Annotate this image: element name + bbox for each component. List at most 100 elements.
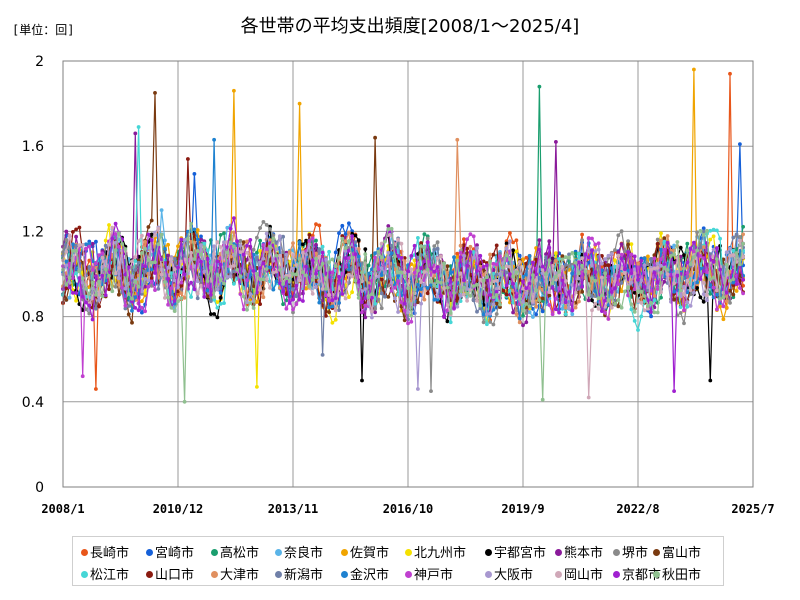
- data-point: [468, 250, 473, 254]
- data-point: [445, 264, 450, 269]
- data-point: [517, 296, 522, 301]
- data-point: [488, 259, 492, 264]
- data-point: [416, 300, 420, 305]
- data-point: [143, 277, 148, 281]
- data-point: [241, 252, 246, 257]
- data-point: [593, 301, 598, 306]
- data-point: [563, 262, 568, 267]
- data-point: [136, 239, 141, 244]
- data-point: [195, 279, 200, 284]
- data-point: [616, 253, 621, 258]
- data-point: [133, 295, 138, 300]
- data-point: [511, 274, 515, 279]
- data-point: [301, 242, 305, 247]
- data-point: [488, 311, 492, 316]
- data-point: [163, 246, 167, 251]
- data-point: [738, 262, 742, 267]
- data-point: [117, 266, 121, 270]
- data-point: [517, 320, 522, 325]
- data-point: [291, 307, 295, 312]
- data-point: [521, 308, 525, 313]
- data-point: [172, 309, 177, 313]
- legend-label: 岡山市: [564, 568, 604, 583]
- data-point: [350, 229, 354, 234]
- legend-item: 北九州市: [405, 542, 466, 561]
- data-point: [600, 264, 604, 269]
- data-point: [143, 240, 148, 244]
- data-point: [600, 275, 604, 280]
- data-point: [130, 320, 134, 325]
- data-point: [701, 269, 706, 274]
- data-point: [94, 306, 98, 311]
- data-point: [626, 250, 630, 255]
- data-point: [508, 272, 512, 276]
- data-point: [534, 304, 538, 309]
- data-point: [708, 228, 713, 233]
- legend-label: 高松市: [220, 546, 260, 561]
- data-point: [402, 274, 407, 279]
- data-point: [537, 238, 542, 243]
- x-axis: 2008/1 2010/12 2013/11 2016/10 2019/9 2022/8 2…: [41, 502, 774, 516]
- data-point: [294, 283, 299, 288]
- data-point: [169, 257, 174, 261]
- data-point: [554, 251, 558, 256]
- data-point: [698, 295, 703, 300]
- data-point: [577, 251, 581, 256]
- data-point: [195, 237, 200, 242]
- data-point: [205, 294, 210, 299]
- data-point: [429, 266, 433, 271]
- data-point: [399, 255, 404, 260]
- data-point: [501, 266, 506, 270]
- data-point: [524, 286, 529, 291]
- legend-marker: [485, 571, 492, 578]
- data-point: [639, 278, 644, 283]
- data-point: [281, 282, 285, 286]
- data-point: [504, 283, 509, 288]
- data-point: [517, 260, 522, 264]
- data-point: [422, 297, 427, 302]
- data-point: [741, 241, 745, 246]
- data-point: [278, 267, 282, 272]
- data-point: [291, 272, 295, 276]
- data-point: [471, 250, 476, 254]
- data-point: [724, 290, 729, 295]
- data-point: [100, 294, 105, 299]
- data-point: [179, 259, 184, 264]
- data-point: [458, 243, 463, 248]
- data-point: [600, 293, 604, 298]
- chart-title: 各世帯の平均支出頻度[2008/1～2025/4]: [241, 16, 580, 37]
- data-point: [146, 225, 151, 229]
- data-point: [504, 292, 509, 297]
- data-point: [333, 250, 338, 255]
- data-point: [616, 274, 621, 278]
- data-point: [383, 270, 387, 275]
- data-point: [639, 301, 644, 305]
- data-point: [613, 258, 617, 262]
- data-point: [514, 238, 519, 243]
- data-point: [218, 291, 223, 295]
- data-point: [74, 234, 78, 239]
- data-point: [675, 240, 680, 244]
- data-point: [508, 231, 512, 235]
- data-point: [353, 252, 358, 257]
- data-point: [439, 294, 443, 299]
- data-point: [557, 310, 561, 315]
- data-point: [159, 208, 164, 213]
- data-point: [468, 244, 473, 249]
- data-point: [205, 257, 210, 262]
- data-point: [409, 313, 414, 318]
- data-point: [268, 265, 272, 270]
- data-point: [494, 293, 499, 297]
- data-point: [258, 260, 262, 265]
- data-point: [186, 268, 190, 272]
- data-point: [218, 278, 223, 282]
- data-point: [701, 280, 706, 285]
- data-point: [218, 262, 223, 267]
- data-point: [284, 276, 289, 280]
- data-point: [202, 269, 207, 274]
- data-point: [649, 257, 653, 261]
- data-point: [268, 244, 272, 249]
- data-point: [629, 252, 634, 257]
- data-point: [738, 273, 742, 278]
- data-point: [481, 264, 486, 269]
